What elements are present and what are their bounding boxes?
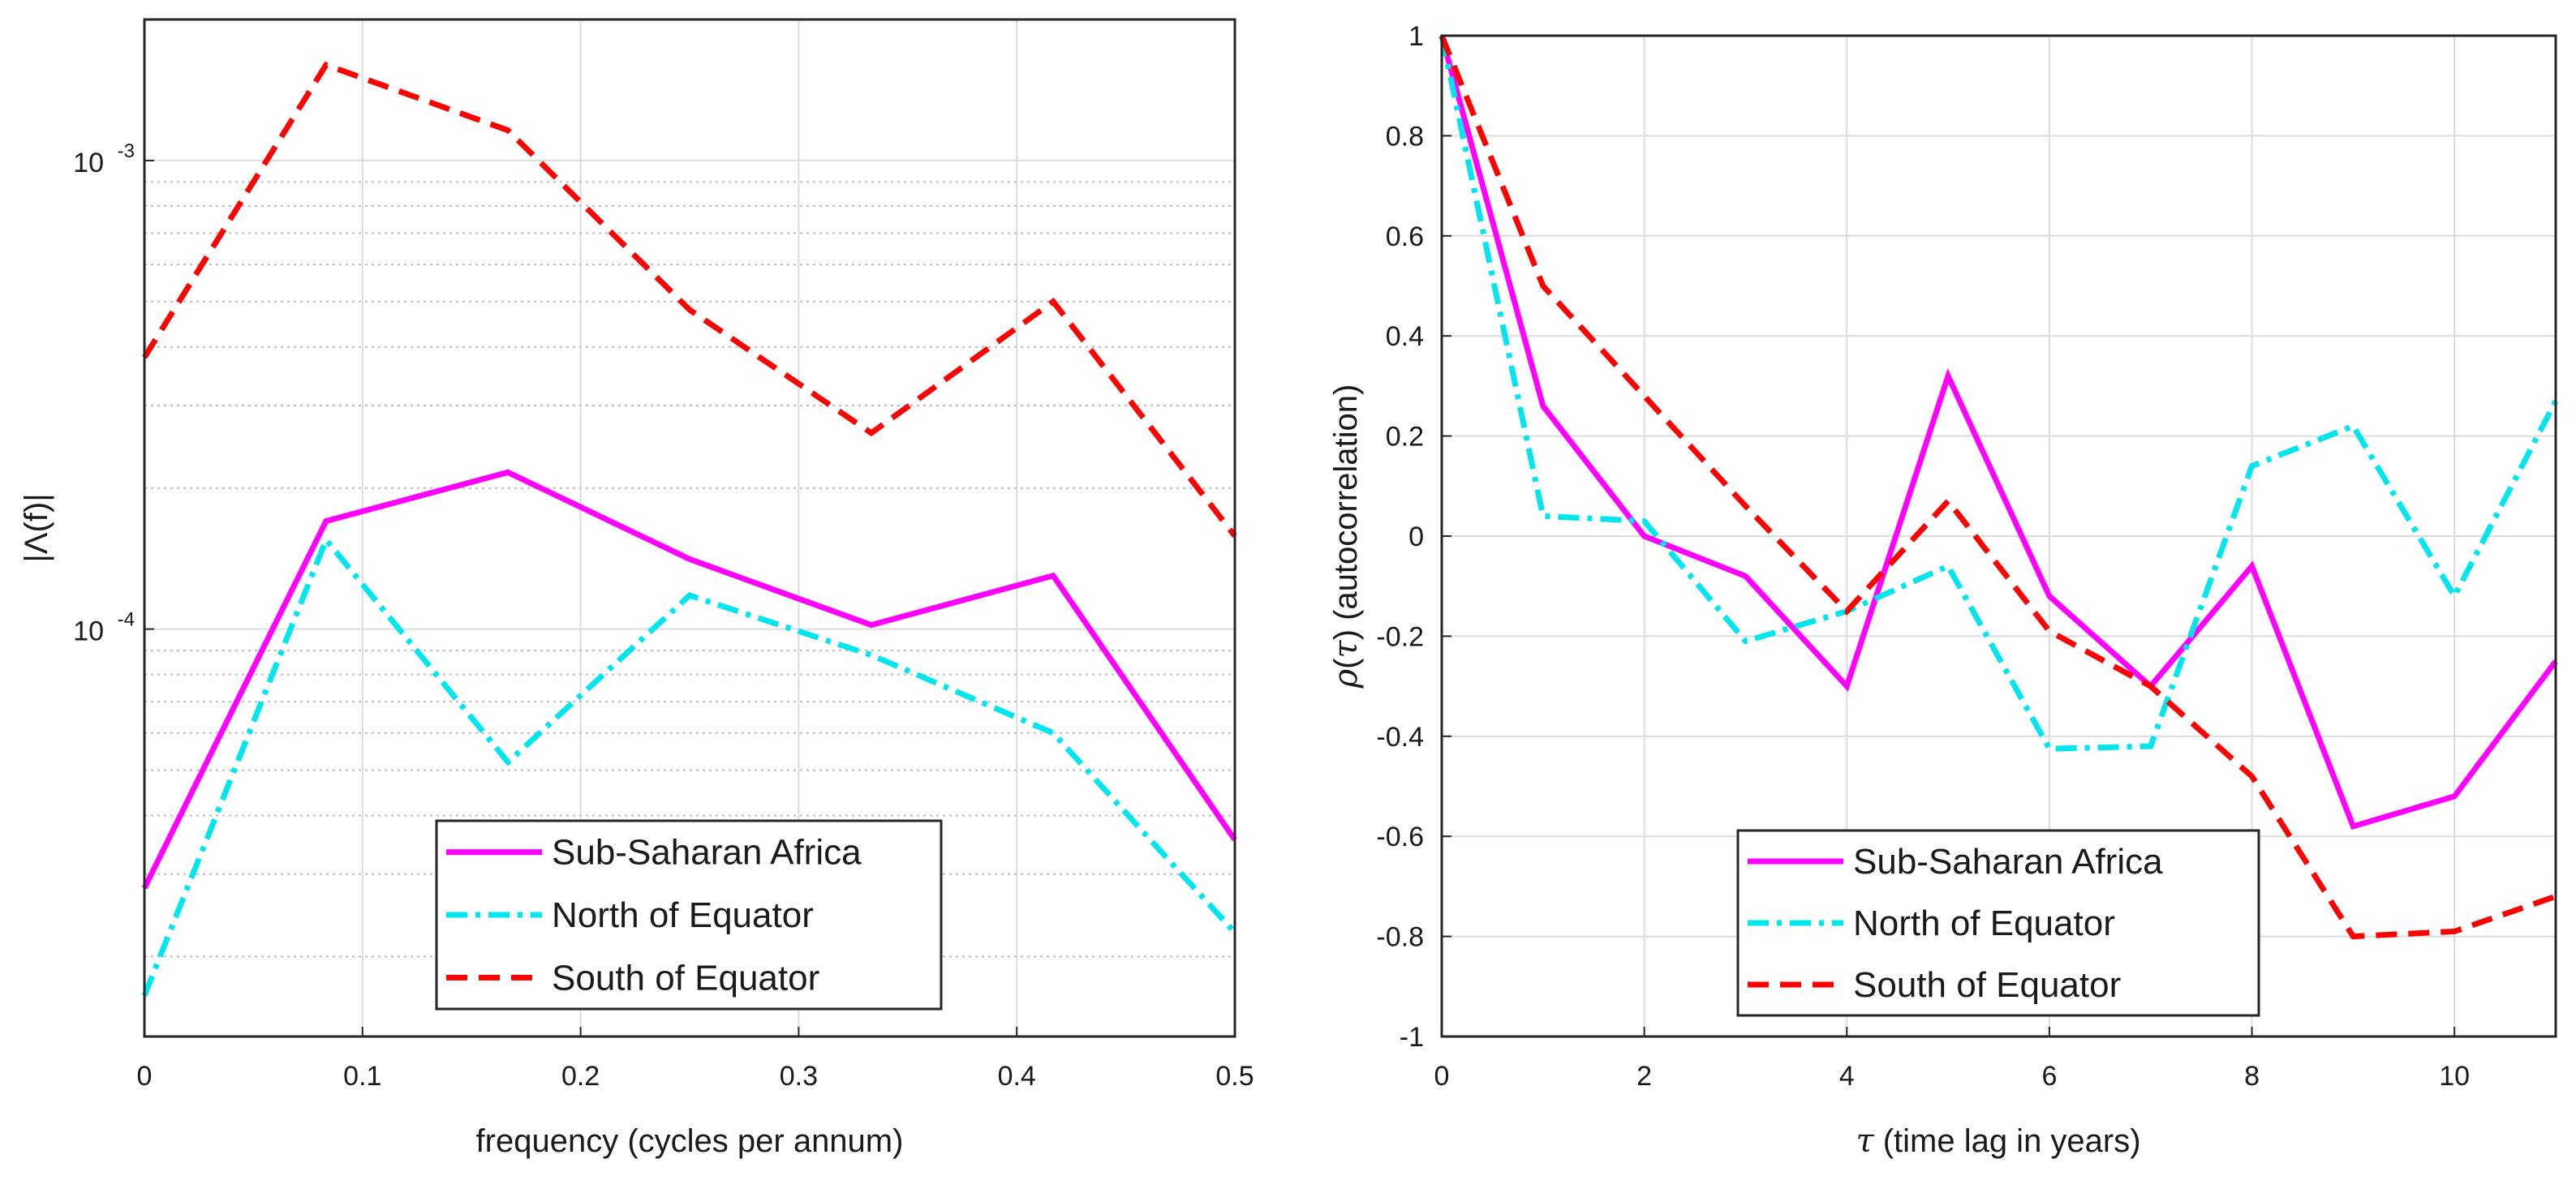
left-x-tick-labels: 0 0.1 0.2 0.3 0.4 0.5: [137, 1061, 1254, 1092]
x-tick-label: 10: [2439, 1061, 2470, 1092]
series-line-south-of-equator: [142, 61, 1237, 538]
y-tick-label: 0.4: [1386, 321, 1424, 352]
y-tick-label: 0: [1408, 522, 1424, 552]
y-tick-label: -1: [1400, 1022, 1424, 1053]
left-legend: Sub-Saharan Africa North of Equator South …: [435, 819, 943, 1011]
legend-label-south-of-equator: South of Equator: [552, 958, 819, 998]
x-tick-label: 0: [1434, 1061, 1450, 1092]
x-tick-label: 6: [2041, 1061, 2057, 1092]
right-chart-panel: 0 2 4 6 8 10 -1 -0.8 -0.6 -0.4 -0.2 0 0.2 0.4 0.6 0.8 1…: [1327, 21, 2559, 1160]
y-tick-label: 1: [1408, 21, 1424, 52]
right-legend: Sub-Saharan Africa North of Equator South …: [1736, 829, 2260, 1017]
right-y-axis-tau: τ: [1327, 640, 1365, 659]
y-tick-label: -0.4: [1376, 722, 1424, 753]
y-tick-label: -0.2: [1376, 621, 1424, 652]
x-tick-label: 0.1: [343, 1061, 381, 1092]
legend-label-south-of-equator: South of Equator: [1853, 965, 2121, 1005]
right-y-tick-labels: -1 -0.8 -0.6 -0.4 -0.2 0 0.2 0.4 0.6 0.8 1: [1376, 21, 1424, 1053]
right-axes-box: [1440, 34, 2557, 1038]
left-x-axis-title: frequency (cycles per annum): [476, 1123, 904, 1159]
y-tick-label: -0.8: [1376, 922, 1424, 953]
y-tick-label: -0.6: [1376, 822, 1424, 852]
x-tick-label: 0.4: [998, 1061, 1036, 1092]
x-tick-label: 2: [1636, 1061, 1652, 1092]
left-y-axis-title: |Λ(f)|: [19, 493, 54, 562]
left-series-lines: [141, 61, 1237, 997]
legend-label-sub-saharan-africa: Sub-Saharan Africa: [552, 833, 862, 873]
right-x-axis-text: (time lag in years): [1874, 1123, 2141, 1159]
y-tick-label: 0.8: [1386, 121, 1424, 152]
left-chart-panel: 0 0.1 0.2 0.3 0.4 0.5 10 -4 10 -3 frequency (cyc…: [19, 18, 1254, 1159]
right-x-tick-labels: 0 2 4 6 8 10: [1434, 1061, 2471, 1092]
x-tick-label: 4: [1839, 1061, 1855, 1092]
right-y-axis-text: (autocorrelation): [1328, 384, 1364, 629]
right-series-lines: [1439, 34, 2559, 940]
x-tick-label: 0.2: [561, 1061, 600, 1092]
left-axes-box: [143, 18, 1236, 1038]
right-y-axis-title: ρ(τ) (autocorrelation): [1327, 384, 1365, 689]
y-tick-label: 0.6: [1386, 221, 1424, 252]
right-y-axis-rho: ρ: [1327, 668, 1365, 689]
series-line-sub-saharan-africa: [1439, 35, 2558, 831]
y-tick-exponent: -4: [118, 609, 135, 631]
y-tick-exponent: -3: [118, 140, 135, 162]
x-tick-label: 8: [2244, 1061, 2260, 1092]
x-tick-label: 0.3: [780, 1061, 818, 1092]
legend-label-north-of-equator: North of Equator: [1853, 904, 2115, 943]
y-tick-label: 0.2: [1386, 422, 1424, 453]
legend-label-north-of-equator: North of Equator: [552, 895, 814, 935]
series-line-south-of-equator: [1439, 34, 2557, 940]
left-y-tick-labels: 10 -4 10 -3: [73, 140, 135, 647]
series-line-sub-saharan-africa: [141, 469, 1237, 890]
series-line-north-of-equator: [1439, 35, 2559, 752]
y-tick-label: 10: [73, 148, 104, 178]
right-x-axis-title: τ (time lag in years): [1856, 1122, 2140, 1160]
x-tick-label: 0: [137, 1061, 153, 1092]
y-tick-label: 10: [73, 616, 104, 647]
legend-label-sub-saharan-africa: Sub-Saharan Africa: [1853, 842, 2163, 882]
series-line-north-of-equator: [141, 534, 1237, 997]
right-x-axis-symbol: τ: [1856, 1122, 1874, 1160]
x-tick-label: 0.5: [1215, 1061, 1254, 1092]
